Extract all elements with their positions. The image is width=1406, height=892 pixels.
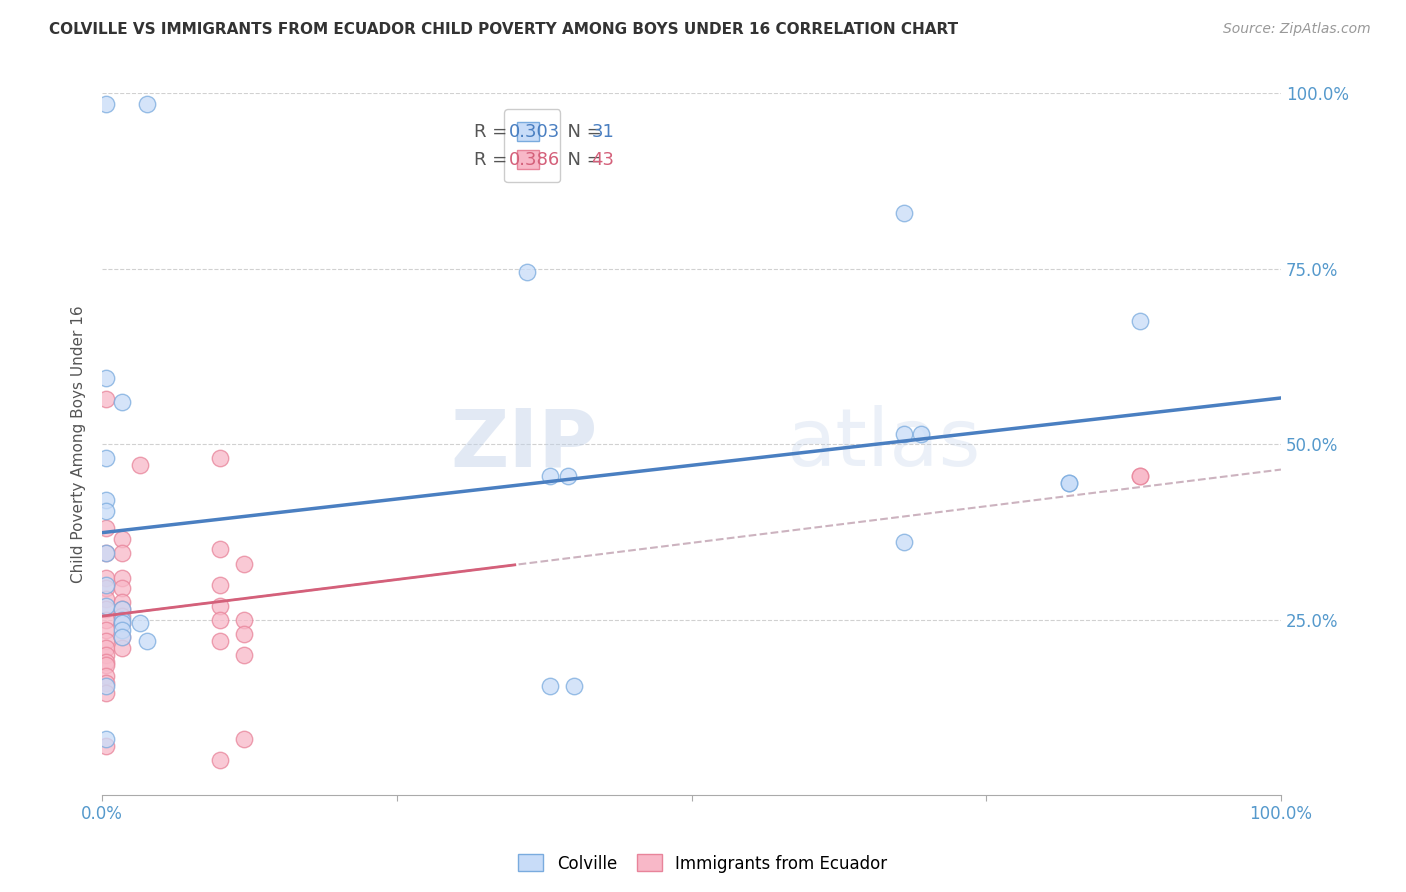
Point: [111, 602, 134, 616]
Point: [94, 655, 117, 669]
Point: [1128, 468, 1150, 483]
Point: [111, 581, 134, 595]
Point: [94, 648, 117, 662]
Point: [94, 599, 117, 613]
Point: [232, 626, 254, 640]
Point: [1128, 314, 1150, 328]
Point: [209, 613, 232, 627]
Point: [111, 613, 134, 627]
Point: [111, 609, 134, 624]
Point: [94, 546, 117, 560]
Point: [94, 504, 117, 518]
Point: [136, 96, 159, 111]
Point: [94, 669, 117, 683]
Point: [94, 658, 117, 673]
Point: [94, 623, 117, 637]
Point: [94, 392, 117, 406]
Point: [94, 577, 117, 591]
Point: [94, 613, 117, 627]
Point: [893, 535, 915, 549]
Point: [1128, 468, 1150, 483]
Point: [111, 616, 134, 631]
Point: [111, 570, 134, 584]
Text: R =: R =: [474, 123, 513, 141]
Point: [209, 451, 232, 466]
Text: 0.303: 0.303: [509, 123, 560, 141]
Point: [94, 581, 117, 595]
Point: [94, 451, 117, 466]
Y-axis label: Child Poverty Among Boys Under 16: Child Poverty Among Boys Under 16: [72, 305, 86, 583]
Point: [232, 648, 254, 662]
Point: [94, 521, 117, 535]
Text: 31: 31: [592, 123, 614, 141]
Point: [111, 532, 134, 546]
Point: [94, 602, 117, 616]
Point: [136, 633, 159, 648]
Point: [893, 205, 915, 219]
Text: Source: ZipAtlas.com: Source: ZipAtlas.com: [1223, 22, 1371, 37]
Text: R =: R =: [474, 151, 513, 169]
Point: [94, 96, 117, 111]
Point: [111, 546, 134, 560]
Point: [111, 616, 134, 631]
Point: [209, 577, 232, 591]
Text: 0.386: 0.386: [509, 151, 560, 169]
Point: [94, 493, 117, 508]
Point: [209, 633, 232, 648]
Point: [557, 468, 579, 483]
Point: [209, 599, 232, 613]
Point: [111, 623, 134, 637]
Legend: , : ,: [505, 110, 561, 182]
Point: [1057, 475, 1080, 490]
Point: [516, 265, 538, 279]
Point: [232, 613, 254, 627]
Point: [94, 546, 117, 560]
Point: [538, 679, 561, 693]
Point: [94, 739, 117, 753]
Point: [111, 640, 134, 655]
Point: [94, 679, 117, 693]
Text: 43: 43: [592, 151, 614, 169]
Text: N =: N =: [555, 151, 607, 169]
Point: [94, 731, 117, 746]
Legend: Colville, Immigrants from Ecuador: Colville, Immigrants from Ecuador: [512, 847, 894, 880]
Point: [94, 591, 117, 606]
Point: [111, 630, 134, 644]
Point: [111, 630, 134, 644]
Point: [232, 557, 254, 571]
Point: [94, 686, 117, 700]
Point: [562, 679, 585, 693]
Point: [209, 753, 232, 767]
Point: [94, 570, 117, 584]
Point: [538, 468, 561, 483]
Point: [94, 633, 117, 648]
Point: [1057, 475, 1080, 490]
Point: [111, 395, 134, 409]
Point: [129, 616, 152, 631]
Point: [893, 426, 915, 441]
Point: [111, 595, 134, 609]
Point: [129, 458, 152, 473]
Point: [232, 731, 254, 746]
Point: [111, 602, 134, 616]
Point: [910, 426, 932, 441]
Point: [94, 370, 117, 384]
Text: atlas: atlas: [786, 405, 980, 483]
Point: [94, 675, 117, 690]
Point: [94, 640, 117, 655]
Text: COLVILLE VS IMMIGRANTS FROM ECUADOR CHILD POVERTY AMONG BOYS UNDER 16 CORRELATIO: COLVILLE VS IMMIGRANTS FROM ECUADOR CHIL…: [49, 22, 959, 37]
Text: N =: N =: [555, 123, 607, 141]
Text: ZIP: ZIP: [450, 405, 598, 483]
Point: [209, 542, 232, 557]
